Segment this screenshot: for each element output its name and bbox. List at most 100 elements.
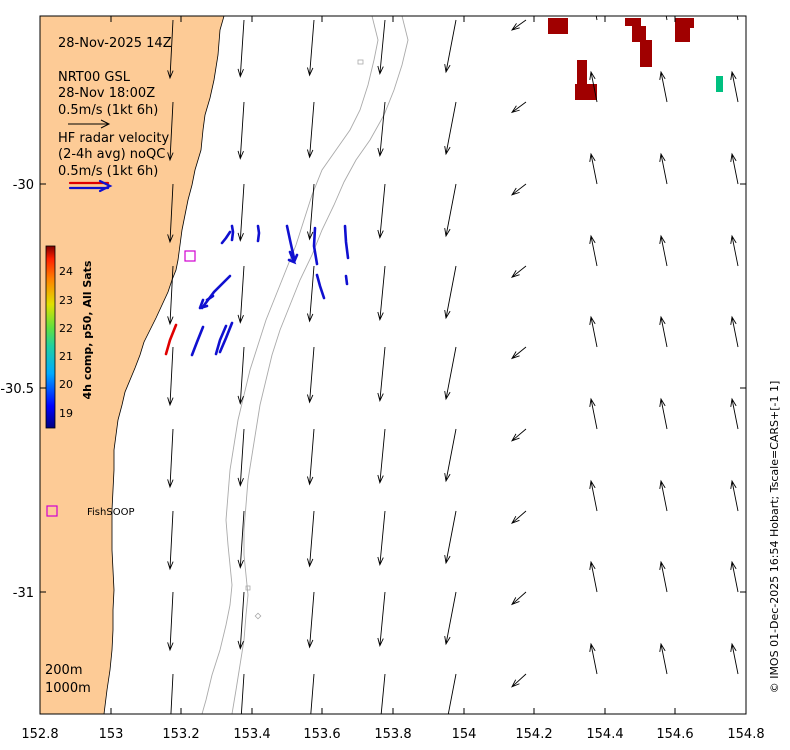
current-vector-arrow (377, 101, 386, 158)
current-vector-arrow (589, 315, 598, 348)
x-tick-label: 153.8 (374, 727, 411, 742)
y-axis (40, 183, 746, 593)
current-vector-arrow (237, 591, 245, 650)
colorbar-tick: 20 (59, 378, 73, 391)
depth-legend-200m: 200m (45, 663, 82, 678)
current-vector-arrow (730, 70, 739, 103)
current-vector-arrow (659, 234, 668, 267)
current-vector-arrow (237, 428, 245, 487)
x-tick-label: 153.6 (303, 727, 340, 742)
current-vector-arrow (659, 152, 668, 185)
current-vector-arrow (377, 183, 386, 240)
fishsoop-marker-icon (46, 505, 58, 517)
current-vector-arrow (240, 673, 245, 714)
current-vector-arrow (510, 346, 527, 360)
current-vector-arrow (511, 510, 527, 525)
x-tick-label: 153.4 (233, 727, 270, 742)
x-tick-label: 152.8 (21, 727, 58, 742)
current-vector-arrow (730, 234, 739, 267)
x-tick-label: 153.2 (162, 727, 199, 742)
current-vector-arrow (589, 397, 598, 430)
current-vector-arrow (167, 346, 174, 407)
forecast-datetime: 28-Nov-2025 14Z (58, 36, 172, 51)
radar-scale-arrow-icon (68, 179, 113, 193)
current-vector-arrow (589, 234, 598, 267)
current-vector-arrow (237, 101, 245, 160)
current-vector-arrow (589, 560, 598, 593)
current-vector-arrow (510, 265, 527, 279)
current-vector-arrow (730, 642, 739, 675)
current-vector-arrow (444, 346, 457, 401)
sst-pixels-warm (548, 18, 694, 100)
hf-radar-vectors (190, 224, 350, 357)
current-vector-arrow (730, 397, 739, 430)
current-vector-arrow (730, 152, 739, 185)
current-vector-arrow (167, 101, 174, 162)
x-tick-label: 154.2 (515, 727, 552, 742)
current-vector-arrow (307, 428, 315, 486)
colorbar-label: 4h comp, p50, All Sats (81, 260, 94, 399)
current-vector-arrow (377, 591, 386, 648)
current-vector-arrow (511, 673, 527, 688)
current-vector-arrow (659, 479, 668, 512)
colorbar-tick: 21 (59, 350, 73, 363)
depth-legend-1000m: 1000m (45, 681, 91, 696)
x-tick-label: 154 (452, 727, 477, 742)
current-vector-arrow (659, 397, 668, 430)
model-current-vectors (167, 16, 739, 714)
current-vector-arrow (380, 673, 386, 714)
current-vector-arrow (589, 70, 598, 103)
current-vector-arrow (237, 510, 245, 569)
current-vector-arrow (444, 591, 457, 646)
fishsoop-label: FishSOOP (87, 507, 134, 518)
current-vector-arrow (589, 642, 598, 675)
land-coastline (40, 16, 225, 714)
colorbar-tick: 19 (59, 407, 73, 420)
x-tick-label: 154.6 (656, 727, 693, 742)
model-scale-text: 0.5m/s (1kt 6h) (58, 103, 158, 118)
current-vector-arrow (444, 265, 457, 320)
x-tick-label: 154.8 (727, 727, 764, 742)
current-vector-arrow (510, 101, 527, 114)
current-vector-arrow (307, 19, 315, 77)
y-tick-label: -30.5 (0, 382, 34, 397)
x-tick-label: 153 (99, 727, 124, 742)
current-vector-arrow (167, 510, 174, 571)
model-scale-arrow-icon (68, 119, 111, 129)
credit-text: © IMOS 01-Dec-2025 16:54 Hobart; Tscale=… (768, 381, 781, 694)
colorbar-tick: 22 (59, 322, 73, 335)
current-vector-arrow (237, 346, 245, 405)
current-vector-arrow (730, 479, 739, 512)
current-vector-arrow (444, 510, 457, 565)
model-time: 28-Nov 18:00Z (58, 86, 155, 101)
current-vector-arrow (444, 19, 457, 74)
radar-station-marker-icon (184, 250, 196, 262)
current-vector-arrow (510, 19, 527, 31)
current-vector-arrow (167, 428, 174, 489)
current-vector-arrow (167, 591, 174, 652)
current-vector-arrow (377, 346, 386, 403)
current-vector-arrow (377, 510, 386, 567)
current-vector-arrow (730, 315, 739, 348)
current-vector-arrow (659, 70, 668, 103)
current-vector-arrow (307, 101, 315, 159)
current-vector-arrow (510, 183, 527, 196)
x-axis (39, 16, 747, 714)
hf-radar-vector-red (164, 323, 178, 356)
current-vector-arrow (589, 479, 598, 512)
current-vector-arrow (167, 265, 174, 326)
current-vector-arrow (659, 315, 668, 348)
current-vector-arrow (307, 510, 315, 568)
x-tick-label: 154.4 (586, 727, 623, 742)
current-vector-arrow (307, 346, 315, 404)
radar-title: HF radar velocity (58, 131, 170, 146)
current-vector-arrow (237, 183, 245, 242)
radar-avg-text: (2-4h avg) noQC (58, 147, 165, 162)
current-vector-arrow (730, 560, 739, 593)
current-vector-arrow (237, 19, 245, 78)
current-vector-arrow (444, 183, 457, 238)
colorbar-tick: 23 (59, 294, 73, 307)
isobath-1000m (231, 16, 409, 714)
current-vector-arrow (589, 152, 598, 185)
current-vector-arrow (307, 183, 315, 241)
